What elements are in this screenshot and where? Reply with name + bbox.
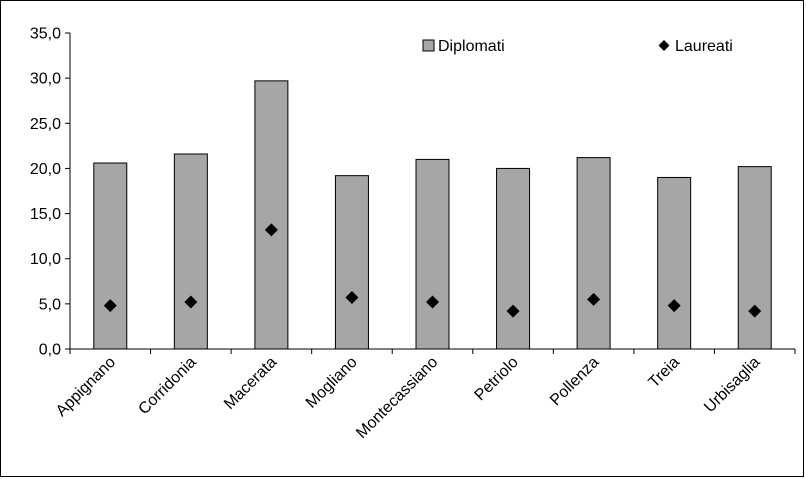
markers-layer <box>103 223 762 318</box>
legend: Diplomati Laureati <box>422 38 733 55</box>
y-tick-label: 0,0 <box>39 342 61 359</box>
legend-swatch-laureati <box>658 40 670 51</box>
x-tick-label-petriolo: Petriolo <box>472 354 522 404</box>
bar-macerata <box>254 80 289 350</box>
y-tick-label: 25,0 <box>30 116 61 133</box>
marker-urbisaglia <box>748 304 762 318</box>
marker-pollenza <box>587 292 601 306</box>
y-tick-label: 10,0 <box>30 251 61 268</box>
marker-corridonia <box>184 295 198 309</box>
y-tick-label: 30,0 <box>30 71 61 88</box>
x-tick-label-macerata: Macerata <box>221 354 280 413</box>
bar-treia <box>657 176 692 350</box>
x-tick-label-mogliano: Mogliano <box>303 354 361 412</box>
x-tick-label-montecassiano: Montecassiano <box>353 354 441 442</box>
x-tick-label-urbisaglia: Urbisaglia <box>701 354 763 416</box>
bars-layer <box>93 80 772 350</box>
bar-mogliano <box>334 175 369 350</box>
bar-urbisaglia <box>737 166 772 350</box>
x-tick-label-corridonia: Corridonia <box>135 354 199 418</box>
bar-appignano <box>93 162 128 350</box>
marker-macerata <box>264 223 278 237</box>
y-tick-label: 20,0 <box>30 161 61 178</box>
x-tick-label-pollenza: Pollenza <box>547 354 602 409</box>
legend-swatch-diplomati <box>422 39 435 52</box>
x-tick-label-appignano: Appignano <box>53 354 119 420</box>
y-tick-label: 35,0 <box>30 26 61 43</box>
bar-petriolo <box>496 167 531 350</box>
legend-label-laureati: Laureati <box>675 38 733 55</box>
bar-montecassiano <box>415 158 450 350</box>
marker-treia <box>667 299 681 313</box>
marker-appignano <box>103 299 117 313</box>
bar-corridonia <box>173 153 208 350</box>
marker-montecassiano <box>426 295 439 309</box>
legend-label-diplomati: Diplomati <box>438 38 505 55</box>
x-tick-label-treia: Treia <box>646 354 683 391</box>
bar-pollenza <box>576 157 611 350</box>
marker-mogliano <box>345 291 359 305</box>
y-tick-label: 15,0 <box>30 206 61 223</box>
marker-petriolo <box>506 304 520 318</box>
y-tick-label: 5,0 <box>39 296 61 313</box>
